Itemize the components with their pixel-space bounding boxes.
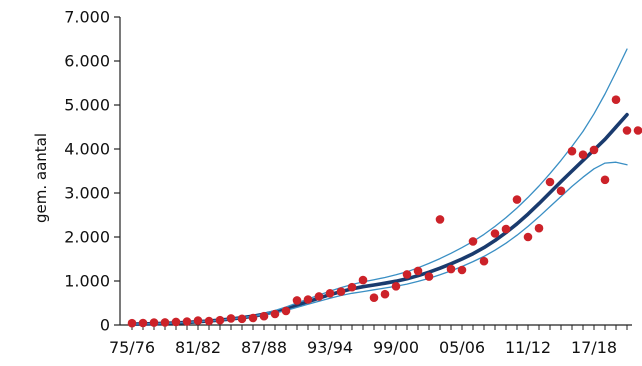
x-tick-label: 17/18 (571, 338, 617, 357)
data-point (501, 224, 511, 234)
data-point (369, 293, 379, 303)
data-point (402, 270, 412, 279)
data-point (391, 282, 401, 291)
data-point (545, 177, 555, 187)
data-point (336, 287, 346, 296)
x-tick-label: 11/12 (505, 338, 551, 357)
data-point (578, 150, 588, 159)
data-point (303, 295, 313, 304)
data-point (149, 318, 159, 327)
data-point (270, 309, 280, 319)
data-point (160, 318, 170, 327)
lower-bound-line (131, 161, 628, 325)
data-point (237, 314, 247, 324)
data-point (380, 289, 390, 299)
data-point (468, 237, 478, 246)
data-point (622, 126, 632, 135)
x-tick-label: 93/94 (307, 338, 353, 357)
y-tick-label: 3.000 (64, 184, 110, 203)
y-axis-title: gem. aantal (32, 133, 50, 223)
data-point (204, 316, 214, 326)
data-point (138, 318, 148, 328)
data-point (490, 229, 500, 238)
data-point (567, 146, 577, 156)
x-tick-label: 05/06 (439, 338, 485, 357)
data-point (413, 266, 423, 276)
y-tick-label: 6.000 (64, 52, 110, 71)
data-point (292, 296, 302, 305)
data-point (358, 275, 368, 285)
y-tick-label: 5.000 (64, 96, 110, 115)
data-point (600, 175, 610, 185)
data-point (215, 315, 225, 325)
y-tick-label: 4.000 (64, 140, 110, 159)
y-tick-label: 2.000 (64, 228, 110, 247)
data-point (457, 265, 467, 275)
x-tick-label: 87/88 (241, 338, 287, 357)
data-point (446, 264, 456, 274)
y-tick-label: 0 (100, 316, 110, 335)
data-point (325, 289, 335, 298)
data-point (259, 311, 269, 321)
data-point (347, 282, 357, 292)
data-point (226, 314, 236, 323)
data-point (479, 256, 489, 266)
data-point (556, 186, 566, 196)
x-tick-label: 75/76 (109, 338, 155, 357)
data-point (127, 318, 137, 328)
data-point (248, 313, 258, 323)
data-point (589, 145, 599, 155)
data-point (523, 232, 533, 242)
data-point (424, 272, 434, 281)
data-point (435, 215, 445, 224)
x-tick-label: 81/82 (175, 338, 221, 357)
data-point (512, 195, 522, 204)
x-tick-label: 99/00 (373, 338, 419, 357)
y-tick-label: 1.000 (64, 272, 110, 291)
data-point (534, 223, 544, 233)
data-point (171, 317, 181, 327)
trend-line (130, 112, 629, 326)
y-tick-label: 7.000 (64, 8, 110, 27)
data-point (611, 95, 621, 104)
data-point (193, 316, 203, 325)
data-point (281, 306, 291, 316)
data-point (182, 317, 192, 326)
data-point (633, 126, 642, 135)
data-point (314, 292, 324, 301)
